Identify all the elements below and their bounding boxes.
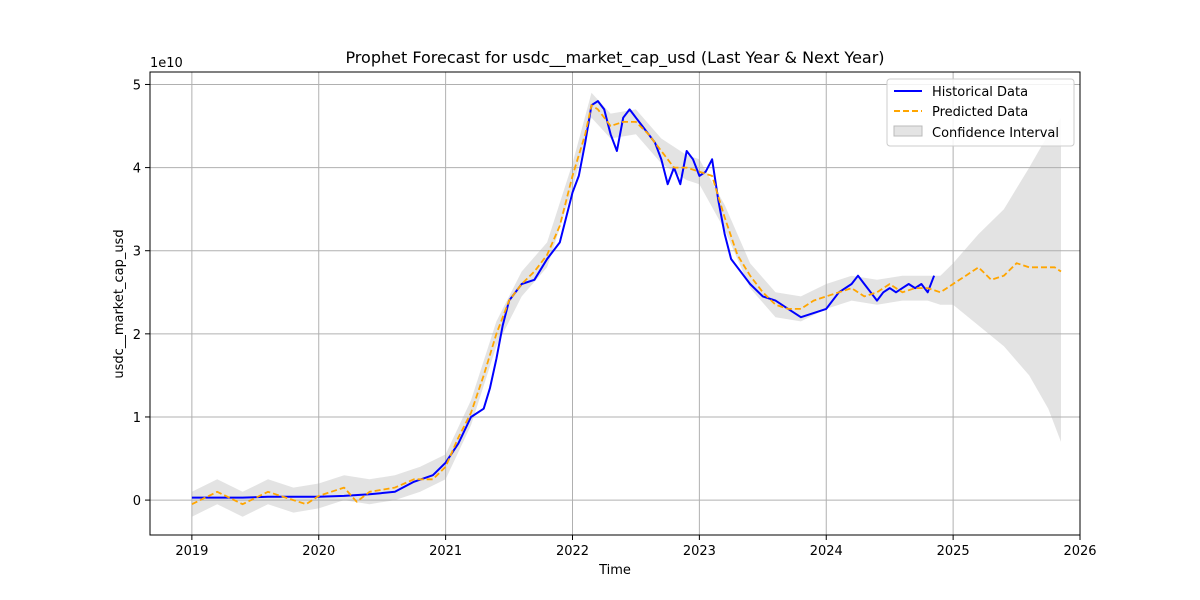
y-tick-label: 4: [133, 162, 141, 177]
y-axis-ticks: 0 1 2 3 4 5: [133, 78, 150, 509]
chart-title: Prophet Forecast for usdc__market_cap_us…: [345, 48, 884, 68]
y-tick-label: 0: [133, 494, 141, 509]
x-tick-label: 2021: [429, 544, 462, 559]
x-tick-label: 2026: [1063, 544, 1096, 559]
x-tick-label: 2022: [556, 544, 589, 559]
legend: Historical Data Predicted Data Confidenc…: [886, 78, 1075, 147]
series-layer: [191, 100, 1062, 506]
legend-predicted-label: Predicted Data: [932, 105, 1028, 120]
x-tick-label: 2023: [683, 544, 716, 559]
legend-confidence-swatch: [893, 125, 923, 137]
legend-historical-label: Historical Data: [932, 85, 1028, 100]
x-axis-label: Time: [598, 563, 631, 578]
y-tick-label: 3: [133, 245, 141, 260]
legend-confidence-label: Confidence Interval: [932, 126, 1059, 141]
plot-frame: [149, 71, 1081, 536]
x-axis-ticks: 2019 2020 2021 2022 2023 2024 2025 2026: [175, 535, 1097, 559]
x-tick-label: 2019: [175, 544, 208, 559]
x-tick-label: 2020: [302, 544, 335, 559]
legend-box: [886, 78, 1075, 147]
x-tick-label: 2025: [937, 544, 970, 559]
y-offset-label: 1e10: [150, 56, 183, 71]
predicted-data-line: [191, 104, 1062, 506]
y-tick-label: 1: [133, 411, 141, 426]
y-tick-label: 5: [133, 78, 141, 93]
y-tick-label: 2: [133, 328, 141, 343]
x-tick-label: 2024: [810, 544, 843, 559]
y-axis-label: usdc__market_cap_usd: [112, 229, 127, 378]
